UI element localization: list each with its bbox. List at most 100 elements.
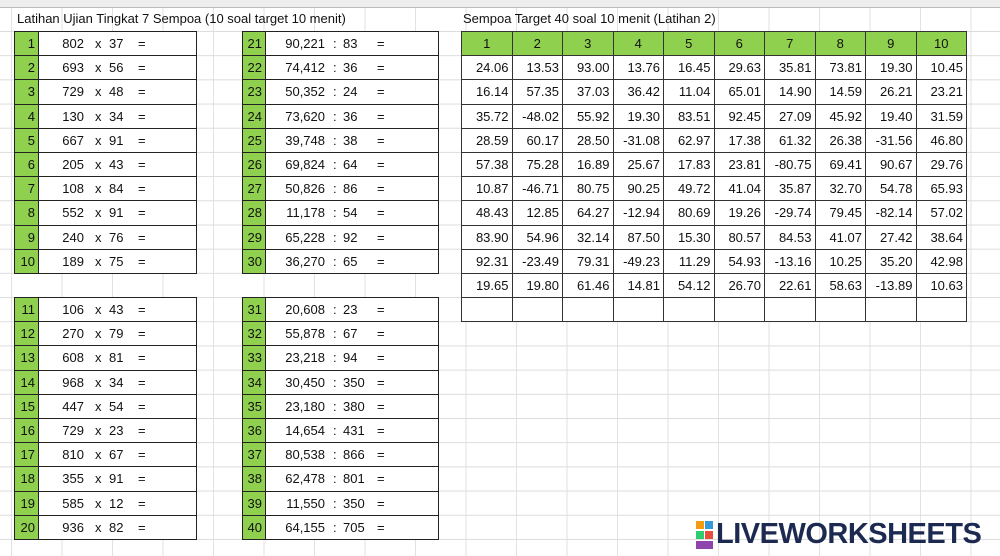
data-cell: 61.46: [562, 273, 614, 299]
problem-row: 16 729 x 23 =: [14, 418, 197, 444]
operand: 43: [109, 157, 124, 173]
problem-row: 29 65,228:92 =: [242, 224, 439, 250]
operator: :: [333, 205, 337, 221]
problem-number: 25: [243, 128, 266, 152]
operand: 91: [109, 205, 124, 221]
right-title: Sempoa Target 40 soal 10 menit (Latihan …: [463, 11, 716, 26]
header-cell: 7: [764, 31, 816, 57]
operator: x: [95, 447, 102, 463]
operator: x: [95, 495, 102, 511]
data-cell: 83.90: [461, 224, 513, 250]
operand: 270: [62, 326, 84, 342]
equals: =: [138, 495, 146, 511]
empty-cell: [511, 297, 563, 323]
problem-number: 3: [15, 80, 39, 104]
column-header-strip: [0, 0, 1000, 8]
operator: :: [333, 157, 337, 173]
equals: =: [138, 519, 146, 535]
problem-number: 30: [243, 249, 266, 273]
operand: 705: [343, 519, 365, 535]
data-cell: -13.16: [764, 248, 816, 274]
problem-number: 18: [15, 467, 39, 491]
equals: =: [377, 108, 385, 124]
operand: 55,878: [285, 326, 325, 342]
operand: 810: [62, 447, 84, 463]
problem-row: 21 90,221:83 =: [242, 31, 439, 57]
data-cell: 73.81: [814, 55, 866, 81]
problem-number: 21: [243, 32, 266, 56]
data-cell: 93.00: [562, 55, 614, 81]
operator: :: [333, 423, 337, 439]
data-cell: 42.98: [915, 248, 967, 274]
operator: :: [333, 132, 337, 148]
empty-cell: [713, 297, 765, 323]
operand: 14,654: [285, 423, 325, 439]
data-cell: 79.45: [814, 200, 866, 226]
empty-cell: [865, 297, 917, 323]
problem-row: 38 62,478:801 =: [242, 466, 439, 492]
problem-number: 34: [243, 370, 266, 394]
operand: 189: [62, 253, 84, 269]
equals: =: [138, 132, 146, 148]
problem-number: 11: [15, 298, 39, 322]
data-cell: 41.04: [713, 176, 765, 202]
data-cell: -31.08: [612, 127, 664, 153]
operand: 67: [343, 326, 358, 342]
problem-row: 5 667 x 91 =: [14, 127, 197, 153]
problem-row: 9 240 x 76 =: [14, 224, 197, 250]
data-cell: 92.45: [713, 103, 765, 129]
operand: 81: [109, 350, 124, 366]
problem-number: 1: [15, 32, 39, 56]
operand: 65: [343, 253, 358, 269]
problem-row: 23 50,352:24 =: [242, 79, 439, 105]
equals: =: [377, 350, 385, 366]
operator: x: [95, 132, 102, 148]
problem-number: 27: [243, 177, 266, 201]
problem-number: 5: [15, 128, 39, 152]
data-cell: 11.29: [663, 248, 715, 274]
operand: 20,608: [285, 302, 325, 318]
equals: =: [138, 398, 146, 414]
data-cell: 19.30: [612, 103, 664, 129]
operand: 83: [343, 36, 358, 52]
problem-row: 14 968 x 34 =: [14, 369, 197, 395]
problem-row: 31 20,608:23 =: [242, 297, 439, 323]
operand: 30,450: [285, 374, 325, 390]
data-cell: 87.50: [612, 224, 664, 250]
data-cell: 14.90: [764, 79, 816, 105]
problem-row: 11 106 x 43 =: [14, 297, 197, 323]
problem-row: 6 205 x 43 =: [14, 152, 197, 178]
equals: =: [138, 181, 146, 197]
problem-row: 17 810 x 67 =: [14, 442, 197, 468]
data-cell: 55.92: [562, 103, 614, 129]
operator: :: [333, 60, 337, 76]
header-cell: 6: [713, 31, 765, 57]
problem-row: 32 55,878:67 =: [242, 321, 439, 347]
data-cell: 19.26: [713, 200, 765, 226]
problem-row: 28 11,178:54 =: [242, 200, 439, 226]
data-cell: 36.42: [612, 79, 664, 105]
data-cell: 10.25: [814, 248, 866, 274]
problem-number: 9: [15, 225, 39, 249]
problem-row: 20 936 x 82 =: [14, 514, 197, 540]
data-cell: 60.17: [511, 127, 563, 153]
operator: x: [95, 36, 102, 52]
problem-number: 31: [243, 298, 266, 322]
equals: =: [138, 302, 146, 318]
operand: 801: [343, 471, 365, 487]
operand: 34: [109, 374, 124, 390]
data-cell: 83.51: [663, 103, 715, 129]
equals: =: [377, 495, 385, 511]
data-cell: -80.75: [764, 152, 816, 178]
data-cell: 28.59: [461, 127, 513, 153]
problem-row: 1 802 x 37 =: [14, 31, 197, 57]
operand: 608: [62, 350, 84, 366]
empty-cell: [915, 297, 967, 323]
data-cell: 31.59: [915, 103, 967, 129]
problem-row: 33 23,218:94 =: [242, 345, 439, 371]
operand: 73,620: [285, 108, 325, 124]
operand: 54: [109, 398, 124, 414]
operand: 205: [62, 157, 84, 173]
data-cell: 48.43: [461, 200, 513, 226]
problem-row: 19 585 x 12 =: [14, 490, 197, 516]
